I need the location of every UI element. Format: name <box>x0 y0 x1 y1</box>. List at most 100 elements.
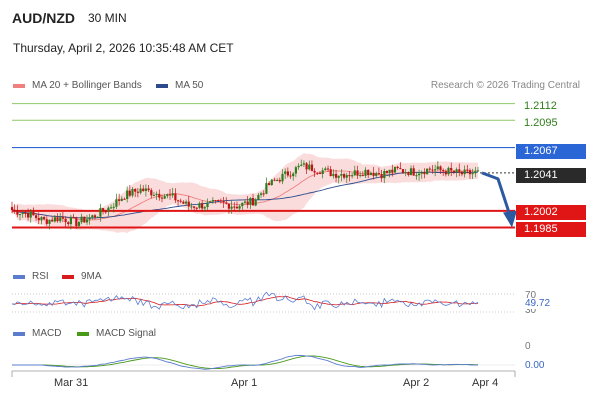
candle-body <box>254 199 257 206</box>
candle-body <box>61 217 64 219</box>
candle-body <box>385 171 388 173</box>
candle-body <box>474 171 477 174</box>
candle-body <box>185 201 188 204</box>
candle-body <box>115 199 118 207</box>
candle-body <box>439 166 442 170</box>
candle-body <box>136 191 139 193</box>
candle-body <box>458 169 461 172</box>
legend-ma20: MA 20 + Bollinger Bands <box>13 80 142 91</box>
candle-body <box>329 169 332 177</box>
candle-body <box>67 222 70 225</box>
candle-body <box>466 169 469 171</box>
candle-body <box>96 216 99 218</box>
macd-signal-label: MACD Signal <box>96 328 157 339</box>
candle-body <box>273 179 276 181</box>
macd-signal-line <box>12 355 478 370</box>
datetime-label: Thursday, April 2, 2026 10:35:48 AM CET <box>13 41 234 55</box>
candle-body <box>476 170 480 172</box>
rsi-label: RSI <box>32 271 49 282</box>
candle-body <box>13 210 16 211</box>
rsi-ma-label: 9MA <box>81 271 102 282</box>
candle-body <box>447 167 450 175</box>
candle-body <box>364 169 367 176</box>
legend-macd-signal: MACD Signal <box>77 328 156 339</box>
candle-body <box>343 174 346 178</box>
candle-body <box>88 217 91 220</box>
ma50-label: MA 50 <box>175 80 204 91</box>
candle-body <box>190 206 193 208</box>
candle-body <box>428 168 431 170</box>
candle-body <box>294 167 297 174</box>
macd-value: 0.00 <box>525 360 545 371</box>
candle-body <box>75 217 78 226</box>
candle-body <box>35 215 38 218</box>
candle-body <box>209 201 212 203</box>
candle-body <box>377 173 380 175</box>
candle-body <box>32 211 35 216</box>
candle-body <box>246 201 249 205</box>
candle-body <box>292 173 295 177</box>
candle-body <box>418 173 421 176</box>
candle-body <box>193 206 196 208</box>
candle-body <box>463 169 466 175</box>
candle-body <box>206 202 209 208</box>
macd-swatch <box>13 331 25 336</box>
candle-body <box>48 219 51 224</box>
candle-body <box>268 183 271 185</box>
candle-body <box>219 200 222 202</box>
candle-body <box>198 203 201 208</box>
candle-body <box>225 202 228 204</box>
candle-body <box>56 217 59 222</box>
x-label-apr4: Apr 4 <box>472 377 499 389</box>
candle-body <box>434 169 437 171</box>
candle-body <box>348 175 351 177</box>
candle-body <box>16 210 19 215</box>
legend-rsi: RSI <box>13 271 49 282</box>
candle-body <box>340 174 343 176</box>
candle-body <box>431 169 434 171</box>
macd-line <box>12 354 479 370</box>
macd-signal-swatch <box>77 331 89 336</box>
candle-body <box>118 199 121 201</box>
candle-body <box>257 194 260 200</box>
candle-body <box>168 194 172 196</box>
candle-body <box>182 201 185 204</box>
candle-body <box>345 175 348 178</box>
candle-body <box>43 217 46 220</box>
legend-macd: MACD <box>13 328 61 339</box>
candle-body <box>163 196 166 199</box>
x-label-apr1: Apr 1 <box>231 377 258 389</box>
candle-body <box>468 170 472 175</box>
candle-body <box>318 172 322 174</box>
candle-body <box>144 188 147 191</box>
candle-body <box>316 172 319 174</box>
candle-body <box>110 207 113 209</box>
candle-body <box>99 208 102 217</box>
candle-body <box>45 219 48 224</box>
candle-body <box>166 194 169 197</box>
candle-body <box>201 203 204 209</box>
symbol-title: AUD/NZD <box>12 10 75 26</box>
candle-body <box>230 206 233 209</box>
candle-body <box>359 174 362 176</box>
candle-body <box>18 214 22 216</box>
candle-body <box>313 170 316 173</box>
candle-body <box>335 173 338 178</box>
candle-body <box>174 193 177 201</box>
candle-body <box>412 168 415 176</box>
candle-body <box>284 171 287 174</box>
candle-body <box>40 217 43 221</box>
candle-body <box>388 169 391 173</box>
candle-body <box>356 170 359 176</box>
candle-body <box>51 219 54 222</box>
candle-body <box>85 219 89 223</box>
candle-body <box>21 213 24 215</box>
level-tag-2: 1.2095 <box>524 117 558 129</box>
candle-body <box>396 166 399 168</box>
candle-body <box>10 207 14 210</box>
candle-body <box>37 218 40 221</box>
candle-body <box>59 217 62 222</box>
candle-body <box>195 207 198 209</box>
candle-body <box>155 193 158 196</box>
